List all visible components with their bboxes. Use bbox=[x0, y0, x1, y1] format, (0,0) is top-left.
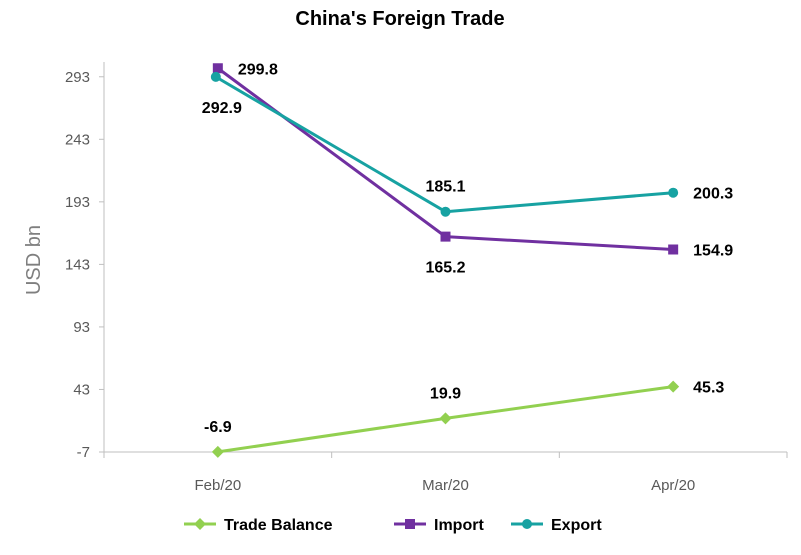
data-point bbox=[211, 445, 224, 458]
data-point bbox=[440, 206, 451, 217]
series-trade-balance bbox=[211, 380, 680, 458]
data-point bbox=[667, 380, 680, 393]
y-tick-label: 243 bbox=[65, 131, 90, 148]
data-label: 185.1 bbox=[425, 179, 465, 196]
y-tick-label: 193 bbox=[65, 194, 90, 211]
legend-label: Import bbox=[434, 517, 484, 534]
data-label: 200.3 bbox=[693, 186, 733, 203]
data-point bbox=[439, 412, 452, 425]
legend-item: Trade Balance bbox=[184, 517, 333, 534]
legend: Trade Balance Import Export bbox=[184, 517, 602, 534]
axes: -7 43 93 143 193 243 293 Feb/20 Mar/20 Apr/20 bbox=[65, 62, 788, 494]
series-export bbox=[210, 71, 679, 217]
y-tick-label: 43 bbox=[73, 381, 90, 398]
legend-item: Import bbox=[394, 517, 484, 534]
data-label: 292.9 bbox=[202, 100, 242, 117]
data-point bbox=[212, 63, 223, 74]
y-tick-label: 293 bbox=[65, 69, 90, 86]
data-labels: -6.9 19.9 45.3 299.8 165.2 154.9 292.9 185.1 200… bbox=[202, 61, 733, 436]
legend-marker bbox=[522, 519, 532, 529]
legend-label: Export bbox=[551, 517, 602, 534]
series-line bbox=[216, 67, 674, 251]
data-label: 45.3 bbox=[693, 380, 724, 397]
legend-item: Export bbox=[511, 517, 602, 534]
x-tick-label: Feb/20 bbox=[194, 477, 241, 494]
legend-marker bbox=[405, 519, 415, 529]
data-point bbox=[210, 71, 221, 82]
y-axis-label: USD bn bbox=[23, 225, 45, 295]
y-tick-label: 93 bbox=[73, 319, 90, 336]
series-import bbox=[212, 63, 679, 255]
x-tick-label: Apr/20 bbox=[651, 477, 695, 494]
data-point bbox=[668, 244, 679, 255]
chart-title: China's Foreign Trade bbox=[295, 8, 504, 30]
series-layer bbox=[210, 63, 680, 458]
x-tick-label: Mar/20 bbox=[422, 477, 469, 494]
y-tick-label: -7 bbox=[77, 444, 90, 461]
legend-label: Trade Balance bbox=[224, 517, 333, 534]
y-tick-label: 143 bbox=[65, 256, 90, 273]
legend-marker bbox=[194, 518, 206, 530]
data-label: 154.9 bbox=[693, 242, 733, 259]
data-label: 165.2 bbox=[425, 260, 465, 277]
data-label: 19.9 bbox=[430, 385, 461, 402]
data-point bbox=[668, 187, 679, 198]
data-label: 299.8 bbox=[238, 61, 278, 78]
data-point bbox=[440, 231, 451, 242]
data-label: -6.9 bbox=[204, 419, 232, 436]
